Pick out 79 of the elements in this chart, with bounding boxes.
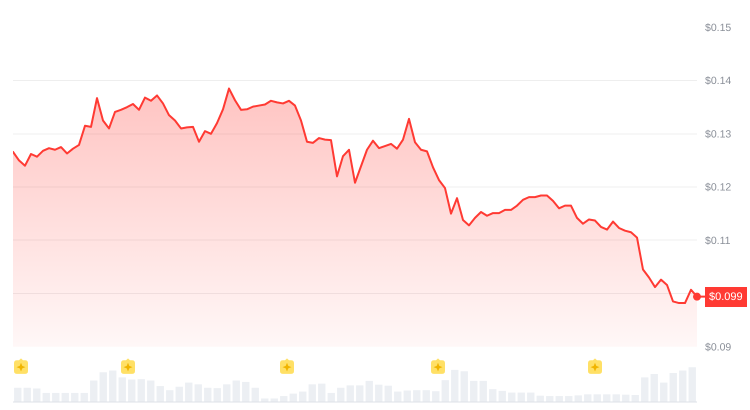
bar [156,386,164,402]
bar [308,384,316,402]
bar [24,388,31,402]
bar [660,382,668,402]
bar [214,388,221,402]
bar [480,380,487,402]
bar [442,380,449,402]
bar [109,370,116,402]
bar [194,384,202,402]
bar [632,394,639,402]
bar [328,392,335,402]
bar [290,394,297,402]
bar [366,380,373,402]
y-tick-label: $0.12 [705,182,732,194]
bar [622,394,630,402]
bar [166,390,174,402]
bar [413,390,420,402]
bar [346,385,354,402]
bar [489,389,496,402]
bar [100,372,107,402]
bar [546,396,554,402]
bar [252,388,259,402]
bar [688,367,696,402]
bar [603,394,610,402]
bar [451,370,458,402]
bar [422,390,430,402]
bar [527,392,534,402]
bar [138,379,145,402]
bar [337,388,344,402]
bar [204,388,212,402]
bar [118,377,126,402]
bar [594,394,601,402]
bar [650,374,658,402]
bar [375,384,382,402]
bar [498,390,506,402]
y-tick-label: $0.15 [705,22,732,34]
bar [556,396,563,402]
bar [223,384,230,402]
y-tick-label: $0.11 [705,234,731,247]
bar [518,392,525,402]
bar [147,380,154,402]
bar [176,386,183,402]
y-tick-label: $0.09 [705,341,732,354]
bar [80,392,88,402]
bar [404,390,411,402]
bar [280,396,288,402]
bar [565,396,572,402]
bar [261,398,268,402]
bar [318,384,326,402]
bar [270,398,278,402]
bar [536,396,544,402]
bar [71,392,78,402]
bar [384,386,392,402]
bar [42,392,50,402]
bar [185,382,192,402]
bar [584,394,592,402]
y-tick-label: $0.14 [705,75,732,88]
bar [299,392,306,402]
bar [62,392,69,402]
bar [128,379,136,402]
bar [242,382,250,402]
bar [90,380,98,402]
bar [508,392,516,402]
bar [460,371,468,402]
y-tick-label: $0.13 [705,128,732,140]
bar [33,388,40,402]
bar [679,370,686,402]
bar [612,394,620,402]
bar [574,395,582,402]
bar [52,392,60,402]
bar [670,372,677,402]
bar [641,377,648,402]
data-label: $0.099 [709,291,743,303]
bar [232,380,240,402]
bar [432,391,440,402]
bar [394,392,402,402]
bar [470,380,478,402]
bar [14,388,22,402]
bar [356,385,364,402]
